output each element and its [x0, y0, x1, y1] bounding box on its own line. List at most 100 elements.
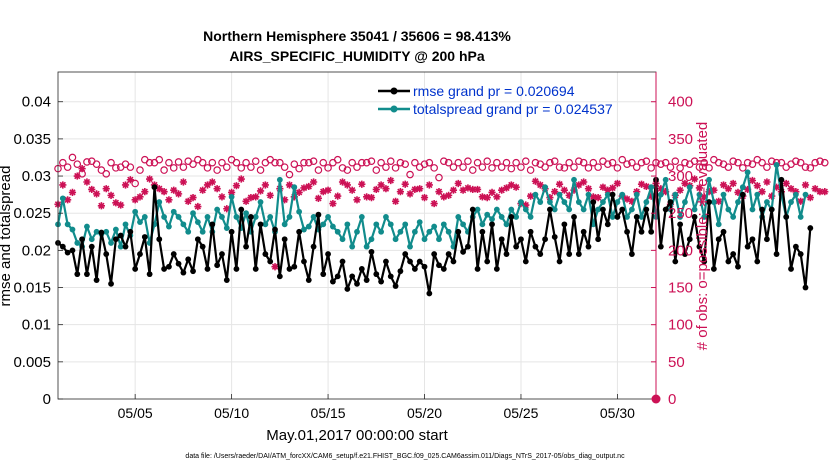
rmse-point [344, 286, 351, 292]
obs-possible-point [454, 158, 463, 167]
right-tick-label: 250 [668, 205, 693, 222]
obs-evaluated-point [493, 193, 501, 201]
spread-point [493, 206, 500, 213]
obs-possible-point [232, 158, 241, 167]
obs-evaluated-point [68, 188, 77, 196]
rmse-point [551, 234, 558, 240]
obs-evaluated-point [657, 185, 665, 193]
obs-evaluated-point [189, 193, 197, 202]
spread-point [720, 191, 727, 198]
obs-possible-point [444, 158, 453, 167]
obs-evaluated-point [155, 185, 163, 193]
obs-possible-point [671, 157, 680, 165]
spread-point [84, 223, 90, 230]
obs-possible-point [714, 158, 723, 167]
rmse-point [79, 236, 86, 243]
rmse-point [638, 228, 645, 235]
spread-point [677, 214, 684, 220]
obs-possible-point [526, 166, 535, 174]
right-axis-zero-marker [651, 394, 661, 404]
spread-point [672, 191, 679, 198]
rmse-point [315, 211, 322, 218]
spread-point [797, 214, 804, 220]
rmse-point [243, 243, 249, 250]
rmse-point [175, 260, 182, 267]
spread-point [556, 191, 563, 198]
spread-point [108, 240, 114, 246]
rmse-point [387, 273, 394, 280]
legend-rmse-marker [390, 87, 398, 95]
spread-point [421, 236, 428, 243]
spread-point [508, 206, 515, 213]
rmse-point [725, 258, 732, 265]
obs-evaluated-point [218, 193, 226, 201]
obs-possible-point [632, 163, 641, 171]
spread-point [329, 223, 336, 230]
obs-markers [54, 153, 829, 271]
rmse-point [267, 258, 274, 265]
rmse-point [744, 243, 751, 250]
rmse-point [710, 266, 717, 272]
obs-evaluated-point [744, 185, 752, 194]
obs-possible-point [290, 160, 299, 168]
rmse-point [354, 280, 360, 287]
obs-possible-point [102, 170, 111, 178]
obs-evaluated-point [478, 193, 486, 201]
rmse-point [759, 206, 765, 213]
rmse-point [672, 258, 679, 265]
x-tick-label: 05/30 [600, 405, 635, 421]
obs-possible-point [628, 158, 636, 167]
rmse-point [484, 258, 491, 265]
obs-evaluated-point [623, 195, 631, 203]
right-axis-label: # of obs: o=possible; ∗=evaluated [694, 122, 711, 351]
obs-possible-point [92, 160, 101, 168]
rmse-point [778, 176, 785, 183]
rmse-point [571, 214, 577, 220]
obs-evaluated-point [729, 179, 737, 188]
obs-evaluated-point [782, 179, 790, 188]
spread-point [561, 199, 568, 205]
rmse-point [286, 266, 293, 272]
obs-evaluated-point [401, 180, 409, 188]
obs-possible-point [353, 163, 361, 171]
obs-evaluated-point [334, 192, 342, 200]
obs-possible-point [314, 166, 323, 174]
obs-possible-point [806, 164, 815, 172]
rmse-point [392, 283, 399, 289]
rmse-point [296, 228, 303, 235]
obs-possible-point [237, 164, 246, 172]
obs-possible-point [391, 164, 400, 172]
spread-point [228, 193, 235, 200]
right-tick-label: 350 [668, 131, 693, 148]
spread-point [296, 208, 303, 215]
obs-possible-point [343, 166, 352, 174]
spread-point [267, 214, 274, 220]
rmse-point [609, 191, 616, 198]
rmse-point [272, 226, 278, 233]
spread-point [460, 221, 466, 228]
spread-point [281, 221, 288, 228]
spread-point [532, 191, 539, 198]
obs-evaluated-point [97, 202, 106, 210]
obs-evaluated-point [806, 193, 814, 202]
obs-evaluated-point [560, 186, 568, 194]
rmse-point [349, 273, 356, 280]
spread-point [628, 206, 635, 213]
obs-evaluated-point [223, 205, 231, 213]
rmse-point [141, 234, 148, 240]
spread-point [440, 221, 447, 228]
obs-evaluated-point [232, 182, 241, 190]
obs-evaluated-point [787, 185, 795, 193]
rmse-point [93, 277, 100, 283]
spread-point [392, 236, 399, 243]
rmse-point [301, 258, 307, 265]
obs-evaluated-point [305, 182, 313, 191]
obs-evaluated-point [473, 185, 482, 194]
obs-evaluated-point [83, 178, 91, 186]
spread-point [402, 221, 409, 228]
obs-evaluated-point [811, 185, 819, 193]
spread-point [802, 191, 809, 198]
rmse-point [431, 251, 438, 257]
spread-point [358, 214, 365, 220]
